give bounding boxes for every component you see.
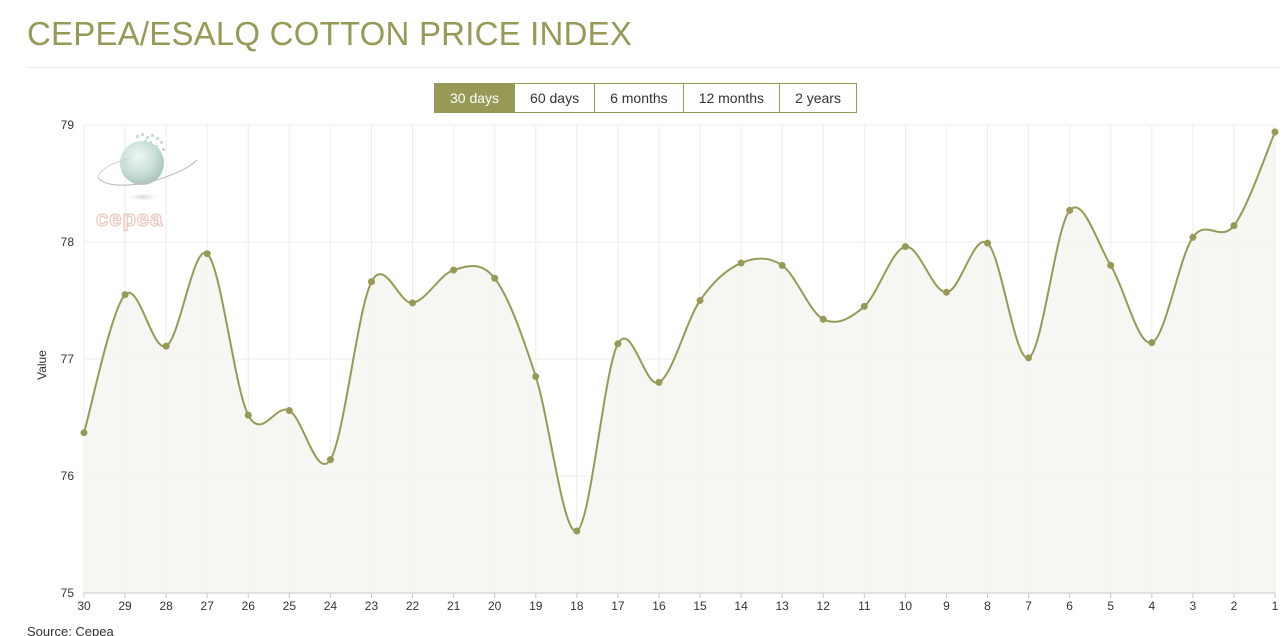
- x-tick-label: 3: [1190, 599, 1197, 613]
- range-tab-2-years[interactable]: 2 years: [779, 84, 856, 112]
- x-tick-label: 28: [159, 599, 173, 613]
- x-tick-label: 14: [734, 599, 748, 613]
- data-point[interactable]: [367, 278, 375, 286]
- y-tick-label: 76: [61, 469, 75, 483]
- y-tick-label: 77: [61, 352, 75, 366]
- x-tick-label: 17: [611, 599, 625, 613]
- x-tick-label: 13: [775, 599, 789, 613]
- data-point[interactable]: [1066, 206, 1074, 214]
- data-point[interactable]: [1148, 339, 1156, 347]
- x-tick-label: 23: [365, 599, 379, 613]
- data-point[interactable]: [778, 261, 786, 269]
- data-point[interactable]: [901, 243, 909, 251]
- x-tick-label: 16: [652, 599, 666, 613]
- data-point[interactable]: [1189, 233, 1197, 241]
- x-tick-label: 5: [1107, 599, 1114, 613]
- data-point[interactable]: [532, 373, 540, 381]
- data-point[interactable]: [573, 527, 581, 535]
- x-tick-label: 7: [1025, 599, 1032, 613]
- x-tick-label: 2: [1231, 599, 1238, 613]
- x-tick-label: 19: [529, 599, 543, 613]
- y-tick-label: 78: [61, 235, 75, 249]
- data-point[interactable]: [491, 274, 499, 282]
- data-point[interactable]: [614, 340, 622, 348]
- data-point[interactable]: [162, 342, 170, 350]
- area-fill: [84, 132, 1275, 593]
- x-tick-label: 11: [858, 599, 871, 613]
- logo-pixels: [136, 133, 165, 151]
- data-point[interactable]: [121, 291, 129, 299]
- data-point[interactable]: [819, 315, 827, 323]
- data-point[interactable]: [450, 266, 458, 274]
- title-divider: [27, 67, 1280, 68]
- data-point[interactable]: [860, 302, 868, 310]
- cepea-logo: cepea: [95, 133, 198, 232]
- logo-wordmark: cepea: [96, 206, 163, 231]
- series-area: [84, 132, 1275, 593]
- range-tab-60-days[interactable]: 60 days: [514, 84, 595, 112]
- data-point[interactable]: [696, 297, 704, 304]
- x-tick-label: 6: [1066, 599, 1073, 613]
- x-tick-label: 21: [447, 599, 461, 613]
- x-tick-label: 8: [984, 599, 991, 613]
- range-tab-6-months[interactable]: 6 months: [594, 84, 683, 112]
- logo-orbit: [97, 159, 198, 186]
- data-point[interactable]: [655, 378, 663, 386]
- y-tick-label: 75: [61, 586, 75, 600]
- data-point[interactable]: [942, 288, 950, 296]
- data-point[interactable]: [1107, 261, 1115, 269]
- data-point[interactable]: [203, 250, 211, 258]
- x-tick-label: 20: [488, 599, 502, 613]
- data-point[interactable]: [1230, 222, 1238, 230]
- data-point[interactable]: [326, 456, 334, 464]
- x-tick-label: 15: [693, 599, 707, 613]
- x-tick-label: 18: [570, 599, 584, 613]
- logo-orbit-back: [97, 157, 131, 179]
- x-tick-label: 9: [943, 599, 950, 613]
- logo-shadow: [123, 192, 163, 202]
- x-tick-label: 29: [118, 599, 132, 613]
- x-tick-label: 4: [1148, 599, 1155, 613]
- x-tick-label: 30: [77, 599, 91, 613]
- data-point[interactable]: [1025, 354, 1033, 362]
- y-axis-title: Value: [35, 350, 49, 380]
- data-point[interactable]: [1271, 128, 1279, 136]
- data-point[interactable]: [244, 411, 252, 419]
- x-tick-label: 22: [406, 599, 420, 613]
- data-point[interactable]: [737, 259, 745, 267]
- data-point[interactable]: [285, 406, 293, 414]
- x-tick-label: 26: [242, 599, 256, 613]
- page-title: CEPEA/ESALQ COTTON PRICE INDEX: [27, 15, 633, 52]
- source-note: Source: Cepea: [27, 624, 114, 636]
- x-tick-label: 10: [899, 599, 913, 613]
- data-point[interactable]: [409, 299, 417, 307]
- data-point[interactable]: [984, 239, 992, 247]
- logo-globe: [120, 141, 164, 185]
- y-tick-label: 79: [61, 118, 75, 132]
- range-selector: 30 days 60 days 6 months 12 months 2 yea…: [434, 83, 857, 113]
- range-tab-12-months[interactable]: 12 months: [682, 84, 780, 112]
- x-tick-label: 1: [1272, 599, 1279, 613]
- x-tick-label: 12: [817, 599, 831, 613]
- x-tick-label: 25: [283, 599, 297, 613]
- data-point[interactable]: [80, 429, 88, 437]
- x-tick-label: 24: [324, 599, 338, 613]
- range-tab-30-days[interactable]: 30 days: [435, 84, 515, 112]
- data-points: [80, 128, 1279, 535]
- x-tick-label: 27: [201, 599, 215, 613]
